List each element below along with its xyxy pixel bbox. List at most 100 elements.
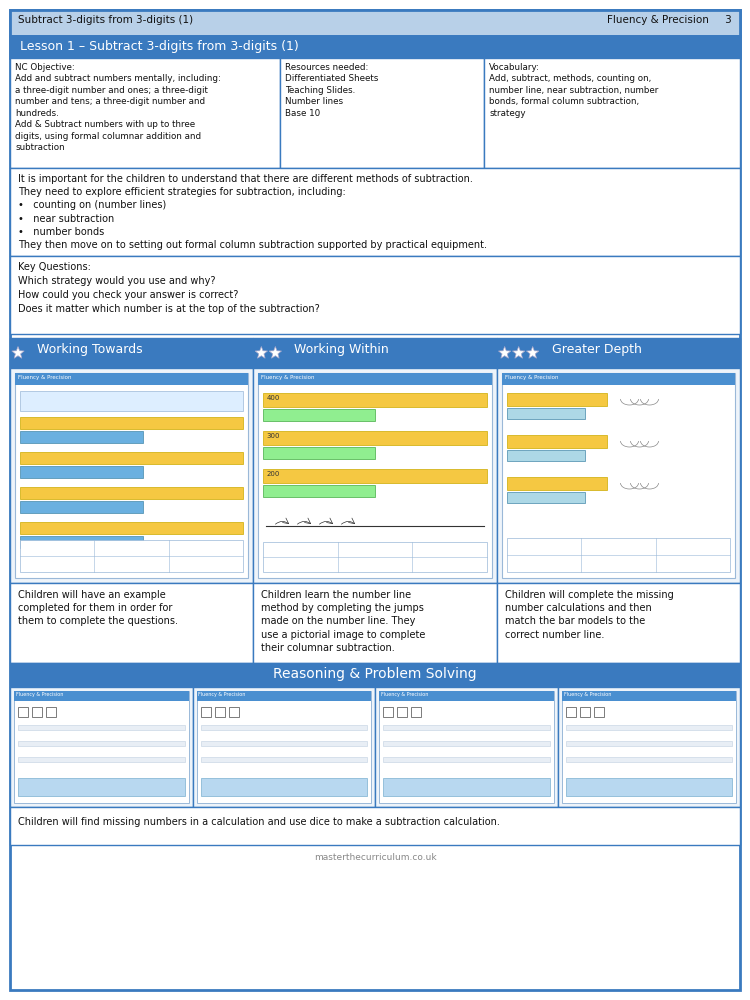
Bar bbox=[280, 58, 484, 168]
Bar bbox=[200, 741, 367, 746]
Bar bbox=[379, 691, 554, 803]
Bar bbox=[20, 487, 243, 499]
Text: Children learn the number line
method by completing the jumps
made on the number: Children learn the number line method by… bbox=[261, 590, 426, 653]
Bar bbox=[18, 707, 28, 717]
Bar bbox=[20, 431, 142, 443]
Bar bbox=[263, 447, 375, 459]
Bar bbox=[507, 435, 608, 448]
Bar bbox=[507, 492, 585, 503]
Bar bbox=[20, 466, 142, 478]
Text: NC Objective:
Add and subtract numbers mentally, including:
a three-digit number: NC Objective: Add and subtract numbers m… bbox=[15, 63, 220, 152]
Text: 400: 400 bbox=[266, 395, 280, 401]
Bar bbox=[20, 417, 243, 429]
Bar bbox=[496, 338, 740, 368]
Bar bbox=[229, 707, 238, 717]
Bar bbox=[18, 741, 184, 746]
Bar bbox=[14, 691, 188, 701]
Text: Lesson 1 – Subtract 3-digits from 3-digits (1): Lesson 1 – Subtract 3-digits from 3-digi… bbox=[20, 40, 298, 53]
Bar bbox=[15, 373, 248, 578]
Bar bbox=[496, 368, 740, 583]
Bar bbox=[10, 583, 254, 663]
Bar bbox=[557, 687, 740, 807]
Bar bbox=[496, 583, 740, 663]
Bar bbox=[10, 338, 254, 368]
Bar bbox=[200, 707, 211, 717]
Bar bbox=[10, 687, 193, 807]
Bar bbox=[20, 540, 243, 572]
Text: Children will have an example
completed for them in order for
them to complete t: Children will have an example completed … bbox=[18, 590, 178, 626]
Bar bbox=[507, 408, 585, 419]
Bar bbox=[263, 485, 375, 497]
Bar bbox=[20, 391, 243, 411]
Text: Subtract 3-digits from 3-digits (1): Subtract 3-digits from 3-digits (1) bbox=[18, 15, 194, 25]
Bar bbox=[263, 542, 487, 572]
Bar bbox=[383, 778, 550, 796]
Text: 200: 200 bbox=[266, 471, 280, 477]
Bar bbox=[10, 10, 740, 36]
Bar bbox=[379, 691, 554, 701]
Bar bbox=[15, 373, 248, 385]
Bar bbox=[593, 707, 604, 717]
Bar bbox=[263, 393, 487, 407]
Text: Children will find missing numbers in a calculation and use dice to make a subtr: Children will find missing numbers in a … bbox=[18, 817, 500, 827]
Text: Fluency & Precision     3: Fluency & Precision 3 bbox=[608, 15, 732, 25]
Bar bbox=[10, 36, 740, 58]
Text: Fluency & Precision: Fluency & Precision bbox=[563, 692, 610, 697]
Bar bbox=[14, 691, 188, 803]
Text: masterthecurriculum.co.uk: masterthecurriculum.co.uk bbox=[314, 853, 436, 862]
Bar bbox=[20, 501, 142, 513]
Text: Vocabulary:
Add, subtract, methods, counting on,
number line, near subtraction, : Vocabulary: Add, subtract, methods, coun… bbox=[489, 63, 658, 118]
Bar bbox=[32, 707, 42, 717]
Bar bbox=[507, 477, 608, 490]
Bar bbox=[580, 707, 590, 717]
Polygon shape bbox=[12, 347, 24, 358]
Bar bbox=[200, 778, 367, 796]
Bar bbox=[258, 373, 492, 578]
Bar bbox=[10, 807, 740, 845]
Bar bbox=[397, 707, 407, 717]
Bar bbox=[484, 58, 740, 168]
Bar bbox=[254, 368, 496, 583]
Bar bbox=[566, 707, 575, 717]
Polygon shape bbox=[499, 347, 511, 358]
Text: Reasoning & Problem Solving: Reasoning & Problem Solving bbox=[273, 667, 477, 681]
Bar bbox=[562, 691, 736, 803]
Bar bbox=[254, 338, 496, 368]
Bar bbox=[18, 725, 184, 730]
Bar bbox=[566, 741, 732, 746]
Bar bbox=[196, 691, 371, 803]
Bar bbox=[383, 741, 550, 746]
Bar bbox=[214, 707, 224, 717]
Bar bbox=[507, 393, 608, 406]
Text: Greater Depth: Greater Depth bbox=[552, 343, 641, 356]
Polygon shape bbox=[269, 347, 281, 358]
Bar bbox=[10, 58, 280, 168]
Text: Fluency & Precision: Fluency & Precision bbox=[261, 375, 315, 380]
Bar bbox=[502, 373, 735, 385]
Text: Fluency & Precision: Fluency & Precision bbox=[18, 375, 71, 380]
Bar bbox=[193, 687, 375, 807]
Bar bbox=[375, 687, 557, 807]
Bar bbox=[20, 536, 142, 548]
Text: Resources needed:
Differentiated Sheets
Teaching Slides.
Number lines
Base 10: Resources needed: Differentiated Sheets … bbox=[285, 63, 378, 118]
Text: Fluency & Precision: Fluency & Precision bbox=[505, 375, 558, 380]
Bar bbox=[566, 778, 732, 796]
Bar bbox=[196, 691, 371, 701]
Bar bbox=[566, 757, 732, 762]
Bar bbox=[10, 368, 254, 583]
Bar bbox=[200, 725, 367, 730]
Text: Working Within: Working Within bbox=[294, 343, 389, 356]
Bar bbox=[263, 431, 487, 445]
Polygon shape bbox=[512, 347, 525, 358]
Bar bbox=[383, 757, 550, 762]
Bar bbox=[200, 757, 367, 762]
Bar bbox=[46, 707, 56, 717]
Text: Children will complete the missing
number calculations and then
match the bar mo: Children will complete the missing numbe… bbox=[505, 590, 674, 640]
Polygon shape bbox=[526, 347, 538, 358]
Bar bbox=[263, 469, 487, 483]
Bar bbox=[507, 538, 730, 572]
Text: Fluency & Precision: Fluency & Precision bbox=[199, 692, 246, 697]
Bar bbox=[258, 373, 492, 385]
Text: Working Towards: Working Towards bbox=[37, 343, 142, 356]
Bar bbox=[502, 373, 735, 578]
